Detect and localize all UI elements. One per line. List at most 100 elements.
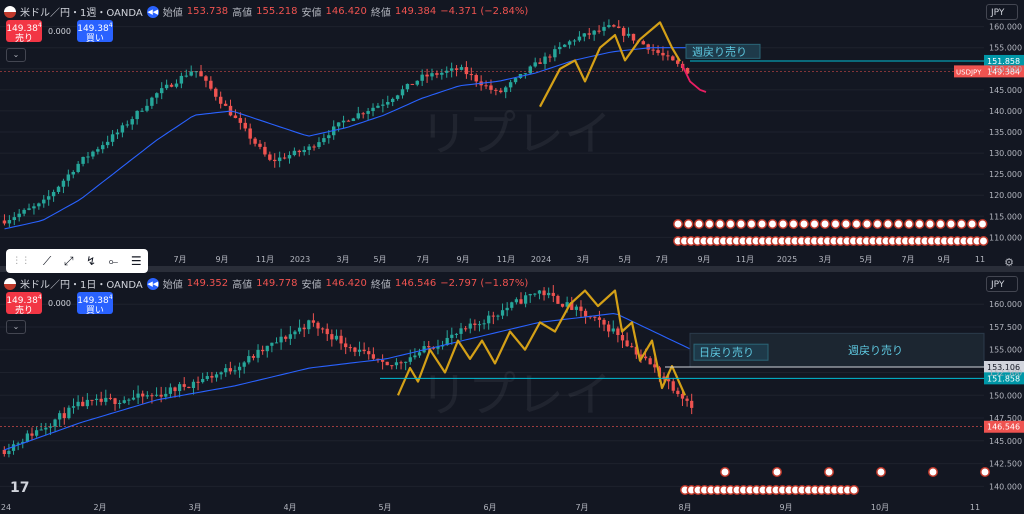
candle-body — [508, 82, 513, 88]
candle-body — [37, 203, 41, 207]
sell-button[interactable]: 149.384 売り — [6, 20, 42, 44]
candle-body — [500, 310, 505, 316]
currency-select[interactable]: JPY — [986, 4, 1018, 20]
path-icon[interactable]: ↯ — [86, 254, 97, 268]
candle-body — [533, 62, 537, 67]
economic-event-icon — [841, 219, 851, 229]
candle-body — [612, 25, 616, 27]
x-tick-label: 3月 — [188, 503, 201, 512]
candle-body — [168, 387, 173, 394]
x-tick-label: 24 — [1, 503, 11, 512]
candle-body — [22, 209, 26, 214]
candle-body — [533, 293, 537, 295]
ray-icon[interactable]: ⤢ — [63, 253, 74, 268]
candle-body — [46, 196, 51, 200]
candle-body — [90, 399, 94, 401]
level-price-text: 153.106 — [987, 363, 1020, 372]
weekly-chart[interactable]: リプレイ 週戻り売り 151.858 USDJPY 149.384 160.000 155.… — [0, 0, 1024, 266]
chevron-down-icon[interactable]: ⌄ — [6, 320, 26, 334]
candle-body — [81, 156, 85, 164]
candle-body — [400, 89, 405, 96]
candle-body — [537, 290, 542, 294]
replay-rewind-icon[interactable]: ◀◀ — [146, 277, 159, 290]
economic-event-icon — [956, 219, 967, 229]
current-price-text: 149.384 — [987, 67, 1020, 76]
candle-body — [56, 186, 61, 192]
candle-body — [53, 419, 57, 427]
weekly-chart-pane[interactable]: リプレイ 週戻り売り 151.858 USDJPY 149.384 160.000 155.… — [0, 0, 1024, 266]
economic-event-icon — [980, 467, 990, 477]
horizontal-lines-icon[interactable]: ☰ — [130, 254, 142, 268]
horizontal-ray-icon[interactable]: ⟜ — [108, 253, 119, 268]
drag-handle-icon[interactable]: ⋮⋮ — [12, 256, 31, 266]
sell-button[interactable]: 149.384 売り — [6, 292, 42, 316]
daily-chart-pane[interactable]: リプレイ 日戻り売り 週戻り売り 153.106 151.858 146.546 160.0… — [0, 272, 1024, 514]
candle-body — [11, 444, 16, 451]
pane-divider[interactable] — [0, 266, 1024, 272]
moving-average-line — [4, 313, 692, 451]
buy-button[interactable]: 149.384 買い — [76, 20, 113, 44]
candle-body — [558, 46, 562, 50]
candle-body — [297, 150, 302, 153]
economic-event-icon — [824, 467, 834, 477]
candle-body — [380, 360, 385, 362]
economic-event-icon — [809, 219, 820, 229]
symbol-title[interactable]: 米ドル／円・1週・OANDA — [20, 8, 143, 19]
y-tick-label: 145.000 — [989, 437, 1022, 446]
candle-body — [356, 113, 361, 119]
y-tick-label: 152.500 — [989, 369, 1022, 378]
candle-body — [174, 83, 179, 87]
economic-event-icon — [928, 467, 938, 477]
candle-body — [150, 395, 154, 397]
candle-body — [477, 324, 482, 326]
y-tick-label: 140.000 — [989, 107, 1022, 116]
drawing-toolbar: ⋮⋮ ⟋ ⤢ ↯ ⟜ ☰ — [6, 249, 148, 273]
economic-event-icon — [946, 219, 956, 229]
candle-body — [528, 66, 533, 74]
candle-body — [238, 118, 243, 123]
candle-body — [205, 376, 209, 380]
buy-button[interactable]: 149.384 買い — [76, 292, 113, 316]
candle-body — [528, 293, 532, 296]
candle-body — [115, 132, 120, 135]
open-label: 始値 — [162, 8, 183, 19]
x-tick-label: 11月 — [497, 255, 515, 264]
trend-line-icon[interactable]: ⟋ — [42, 253, 52, 268]
low-label: 安値 — [301, 280, 322, 291]
candle-body — [67, 407, 71, 419]
candle-body — [626, 33, 631, 36]
candle-body — [579, 306, 583, 311]
daily-chart[interactable]: リプレイ 日戻り売り 週戻り売り 153.106 151.858 146.546 160.0… — [0, 272, 1024, 514]
candle-body — [459, 67, 464, 70]
candle-body — [30, 433, 34, 436]
candle-body — [570, 302, 574, 310]
candle-body — [361, 113, 365, 115]
candle-body — [489, 85, 493, 90]
candle-body — [420, 74, 424, 81]
candle-body — [641, 41, 646, 45]
candle-body — [404, 361, 408, 363]
candle-body — [425, 74, 429, 77]
currency-select[interactable]: JPY — [986, 276, 1018, 292]
close-label: 終値 — [370, 8, 391, 19]
candle-body — [233, 370, 237, 372]
candle-body — [572, 40, 577, 42]
candle-body — [25, 433, 29, 442]
candle-body — [179, 75, 184, 84]
candle-body — [435, 73, 439, 75]
candle-body — [204, 76, 208, 81]
candle-body — [494, 89, 498, 91]
chevron-down-icon[interactable]: ⌄ — [6, 48, 26, 62]
candle-body — [247, 356, 251, 363]
x-tick-label: 3月 — [336, 255, 349, 264]
candle-body — [118, 402, 122, 404]
us-flag-icon — [4, 5, 16, 18]
candle-body — [386, 102, 390, 105]
economic-event-icon — [715, 219, 725, 229]
candle-body — [7, 450, 11, 455]
gear-icon[interactable]: ⚙ — [1004, 256, 1014, 269]
candle-body — [274, 342, 279, 344]
replay-rewind-icon[interactable]: ◀◀ — [146, 5, 159, 18]
symbol-title[interactable]: 米ドル／円・1日・OANDA — [20, 280, 143, 291]
candle-body — [366, 111, 370, 114]
